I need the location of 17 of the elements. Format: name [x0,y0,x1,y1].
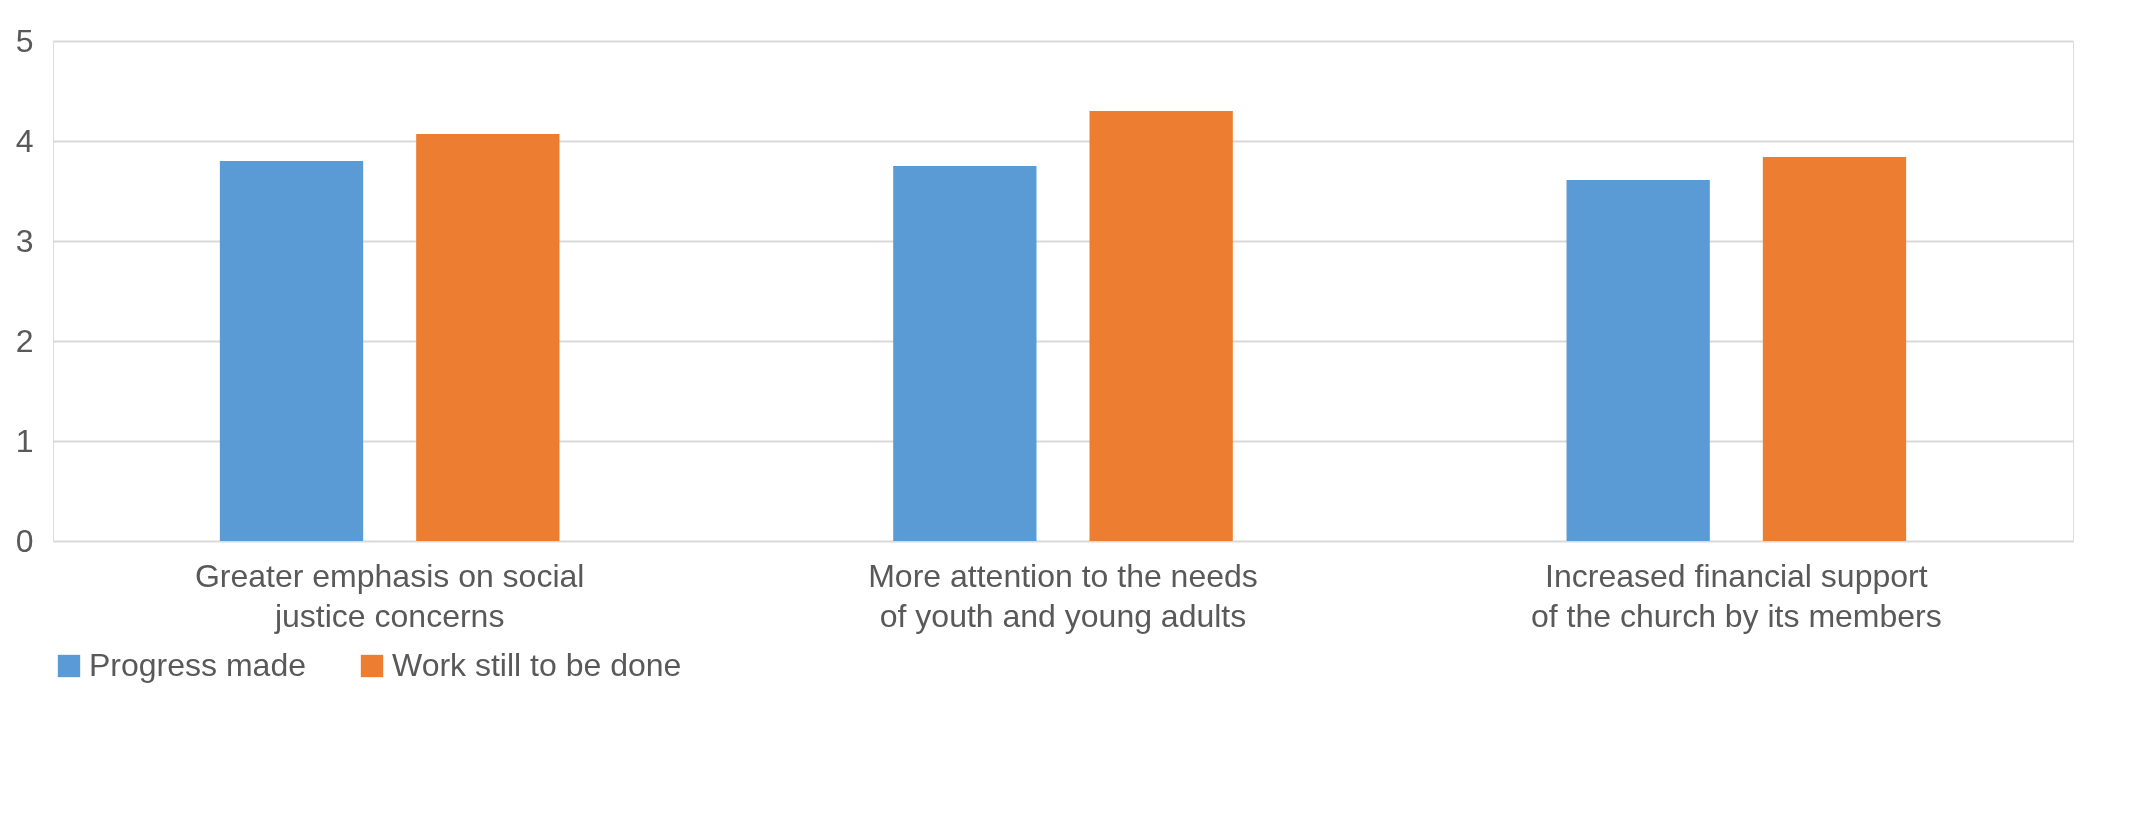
bar [1762,157,1907,541]
bar [893,166,1037,541]
legend-label: Work still to be done [392,647,682,683]
bar [416,134,560,541]
legend-label: Progress made [89,647,306,683]
x-tick-label: Greater emphasis on social justice concerns [194,557,585,634]
x-tick-label: Increased financial support of the church by its members [1530,557,1942,634]
bar [1566,180,1710,541]
x-tick-label: More attention to the needs of youth and young adults [868,557,1258,634]
y-tick-label: 2 [15,322,34,359]
y-tick-label: 0 [15,522,34,559]
y-tick-label: 3 [15,222,34,259]
bar [219,161,364,541]
bar [1089,111,1233,541]
y-tick-label: 5 [15,22,34,59]
y-tick-label: 1 [15,422,34,459]
y-tick-label: 4 [15,122,34,159]
